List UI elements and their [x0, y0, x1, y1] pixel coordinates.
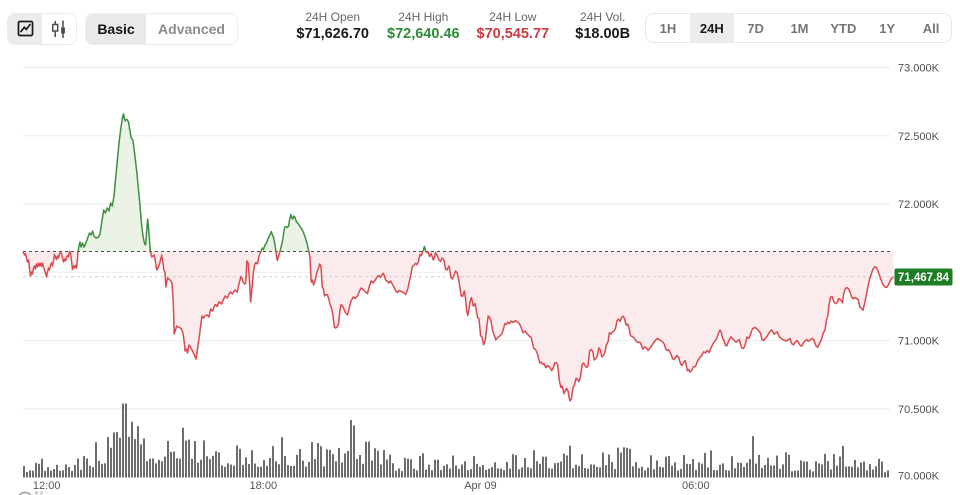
svg-text:72.000K: 72.000K — [898, 199, 940, 211]
svg-text:12:00: 12:00 — [33, 480, 61, 492]
svg-text:18:00: 18:00 — [250, 480, 278, 492]
svg-text:71.000K: 71.000K — [898, 336, 940, 348]
svg-text:70.000K: 70.000K — [898, 471, 940, 483]
svg-text:Apr 09: Apr 09 — [464, 480, 496, 492]
svg-text:71,467.84: 71,467.84 — [898, 272, 950, 284]
svg-text:70.500K: 70.500K — [898, 404, 940, 416]
svg-text:72.500K: 72.500K — [898, 131, 940, 143]
svg-text:06:00: 06:00 — [682, 480, 710, 492]
svg-text:73.000K: 73.000K — [898, 63, 940, 75]
